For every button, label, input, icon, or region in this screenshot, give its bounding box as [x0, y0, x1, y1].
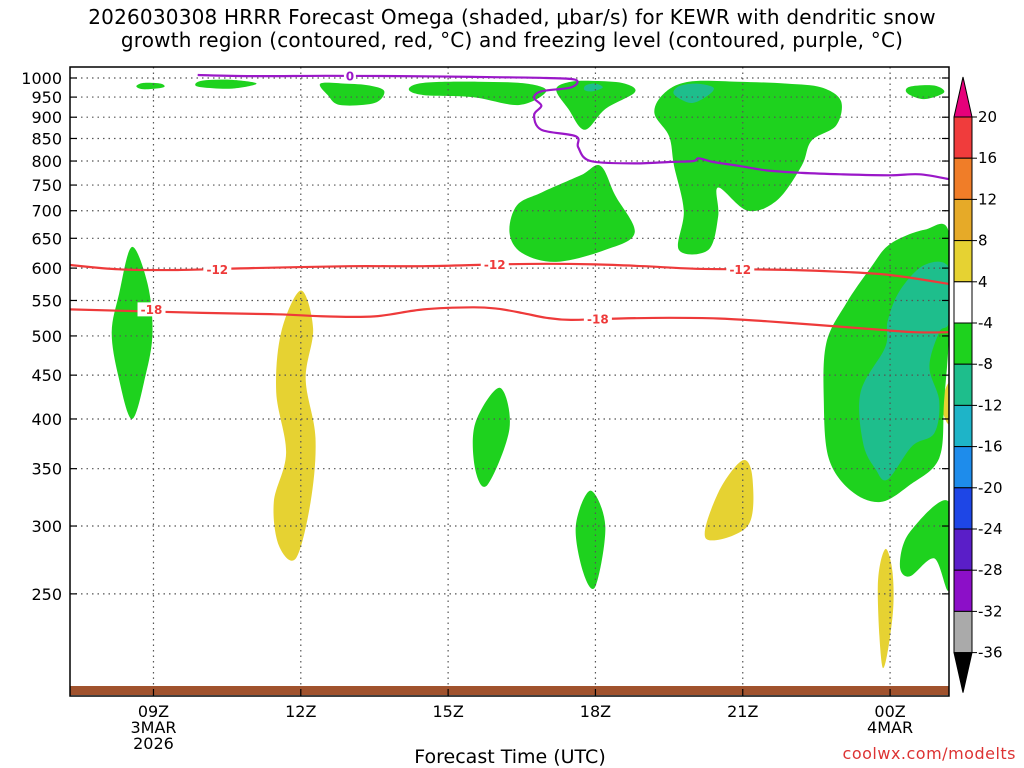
plot-frame [69, 66, 950, 697]
colorbar-top-arrow [953, 76, 973, 118]
omega-region-7 [899, 500, 949, 591]
ytick-label-850: 850 [31, 129, 62, 148]
omega-region-13 [673, 83, 714, 104]
xtick-label-16-0: 00Z [874, 702, 905, 721]
source-credit: coolwx.com/modelts [842, 744, 1016, 763]
colorbar-swatch-6 [953, 322, 973, 365]
colorbar-swatch-5 [953, 281, 973, 324]
xtick-label-10-0: 18Z [580, 702, 611, 721]
axis-ticks: 250 300 350 400 450 500 550 600 650 700 750 800 850 9… [21, 69, 949, 753]
dgz-bottom-label-1-bg [203, 262, 232, 277]
ytick-label-500: 500 [31, 327, 62, 346]
ytick-label-900: 900 [31, 108, 62, 127]
ytick-label-400: 400 [31, 410, 62, 429]
ytick-label-650: 650 [31, 229, 62, 248]
colorbar-swatch-1 [953, 116, 973, 159]
xtick-label-4-0: 12Z [285, 702, 316, 721]
x-axis-label: Forecast Time (UTC) [414, 746, 606, 768]
ytick-label-250: 250 [31, 585, 62, 604]
dgz-minus18-contour [70, 306, 949, 334]
dgz-bottom-label-3: -12 [729, 263, 751, 277]
freezing-level-label-bg [343, 69, 356, 84]
colorbar-label-9: -20 [978, 479, 1003, 497]
colorbar-swatch-4 [953, 240, 973, 283]
dgz-bottom-label-2: -12 [484, 258, 506, 272]
colorbar-label-6: -8 [978, 355, 993, 373]
colorbar-label-12: -32 [978, 602, 1003, 620]
dgz-top-label-1: -18 [141, 303, 163, 317]
ytick-label-1000: 1000 [21, 69, 62, 88]
omega-region-4 [575, 490, 606, 589]
colorbar-label-11: -28 [978, 561, 1003, 579]
colorbar-swatch-3 [953, 198, 973, 242]
colorbar-swatch-10 [953, 487, 973, 530]
colorbar-label-4: 4 [978, 273, 988, 291]
xtick-label-13-0: 21Z [727, 702, 758, 721]
xtick-label-16-1: 4MAR [867, 718, 913, 737]
ytick-label-350: 350 [31, 460, 62, 479]
xtick-label-7-0: 15Z [432, 702, 463, 721]
ytick-label-600: 600 [31, 259, 62, 278]
colorbar-label-3: 8 [978, 232, 988, 250]
colorbar-swatch-13 [953, 610, 973, 654]
omega-region-18 [195, 79, 257, 89]
xtick-label-1-0: 09Z [138, 702, 169, 721]
omega-region-1 [111, 246, 153, 419]
plot-background [70, 67, 949, 696]
omega-shaded-regions [111, 79, 949, 669]
grid-lines [70, 67, 949, 696]
temperature-contours: -18 -18 -12 -12 -12 0 [70, 69, 949, 334]
colorbar-swatch-9 [953, 446, 973, 489]
ytick-label-950: 950 [31, 88, 62, 107]
colorbar-label-2: 12 [978, 190, 997, 208]
omega-region-16 [408, 81, 547, 106]
freezing-level-contour [197, 73, 949, 181]
ytick-label-700: 700 [31, 202, 62, 221]
colorbar-label-0: 20 [978, 108, 997, 126]
colorbar-swatch-8 [953, 404, 973, 448]
xtick-label-1-1: 3MAR [130, 718, 176, 737]
xtick-label-1-2: 2026 [133, 734, 174, 753]
colorbar-label-5: -4 [978, 314, 993, 332]
chart-title-line-2: growth region (contoured, red, °C) and f… [120, 28, 904, 52]
dgz-top-label-1-bg [137, 302, 166, 317]
colorbar: 20 16 12 8 4 -4 -8 -12 -16 -20 -24 -28 -32 -36 [953, 76, 1003, 693]
omega-region-10 [859, 261, 949, 481]
ground-strip [70, 686, 949, 695]
omega-region-20 [905, 85, 945, 100]
omega-region-19 [136, 82, 165, 90]
dgz-top-label-2: -18 [587, 313, 609, 327]
omega-region-2 [273, 290, 316, 561]
colorbar-swatch-11 [953, 528, 973, 571]
colorbar-label-7: -12 [978, 396, 1003, 414]
colorbar-swatch-12 [953, 569, 973, 612]
chart-title: 2026030308 HRRR Forecast Omega (shaded, … [0, 6, 1024, 52]
colorbar-swatch-7 [953, 363, 973, 406]
omega-region-5 [704, 459, 754, 541]
dgz-bottom-label-3-bg [726, 262, 755, 277]
chart-title-line-1: 2026030308 HRRR Forecast Omega (shaded, … [88, 5, 936, 29]
dgz-bottom-label-2-bg [480, 257, 509, 272]
colorbar-bottom-arrow [953, 652, 973, 693]
colorbar-swatch-2 [953, 157, 973, 200]
colorbar-label-8: -16 [978, 438, 1003, 456]
omega-region-11 [509, 164, 635, 262]
omega-region-3 [472, 387, 510, 487]
ytick-label-800: 800 [31, 152, 62, 171]
omega-region-15 [583, 83, 603, 92]
colorbar-label-1: 16 [978, 149, 997, 167]
dgz-top-label-2-bg [583, 312, 612, 327]
colorbar-label-13: -36 [978, 644, 1003, 662]
ytick-label-450: 450 [31, 366, 62, 385]
colorbar-label-10: -24 [978, 520, 1003, 538]
ytick-label-550: 550 [31, 291, 62, 310]
ytick-label-750: 750 [31, 176, 62, 195]
ytick-label-300: 300 [31, 517, 62, 536]
dgz-bottom-label-1: -12 [206, 263, 228, 277]
freezing-level-label: 0 [346, 70, 354, 84]
omega-region-17 [319, 82, 385, 106]
